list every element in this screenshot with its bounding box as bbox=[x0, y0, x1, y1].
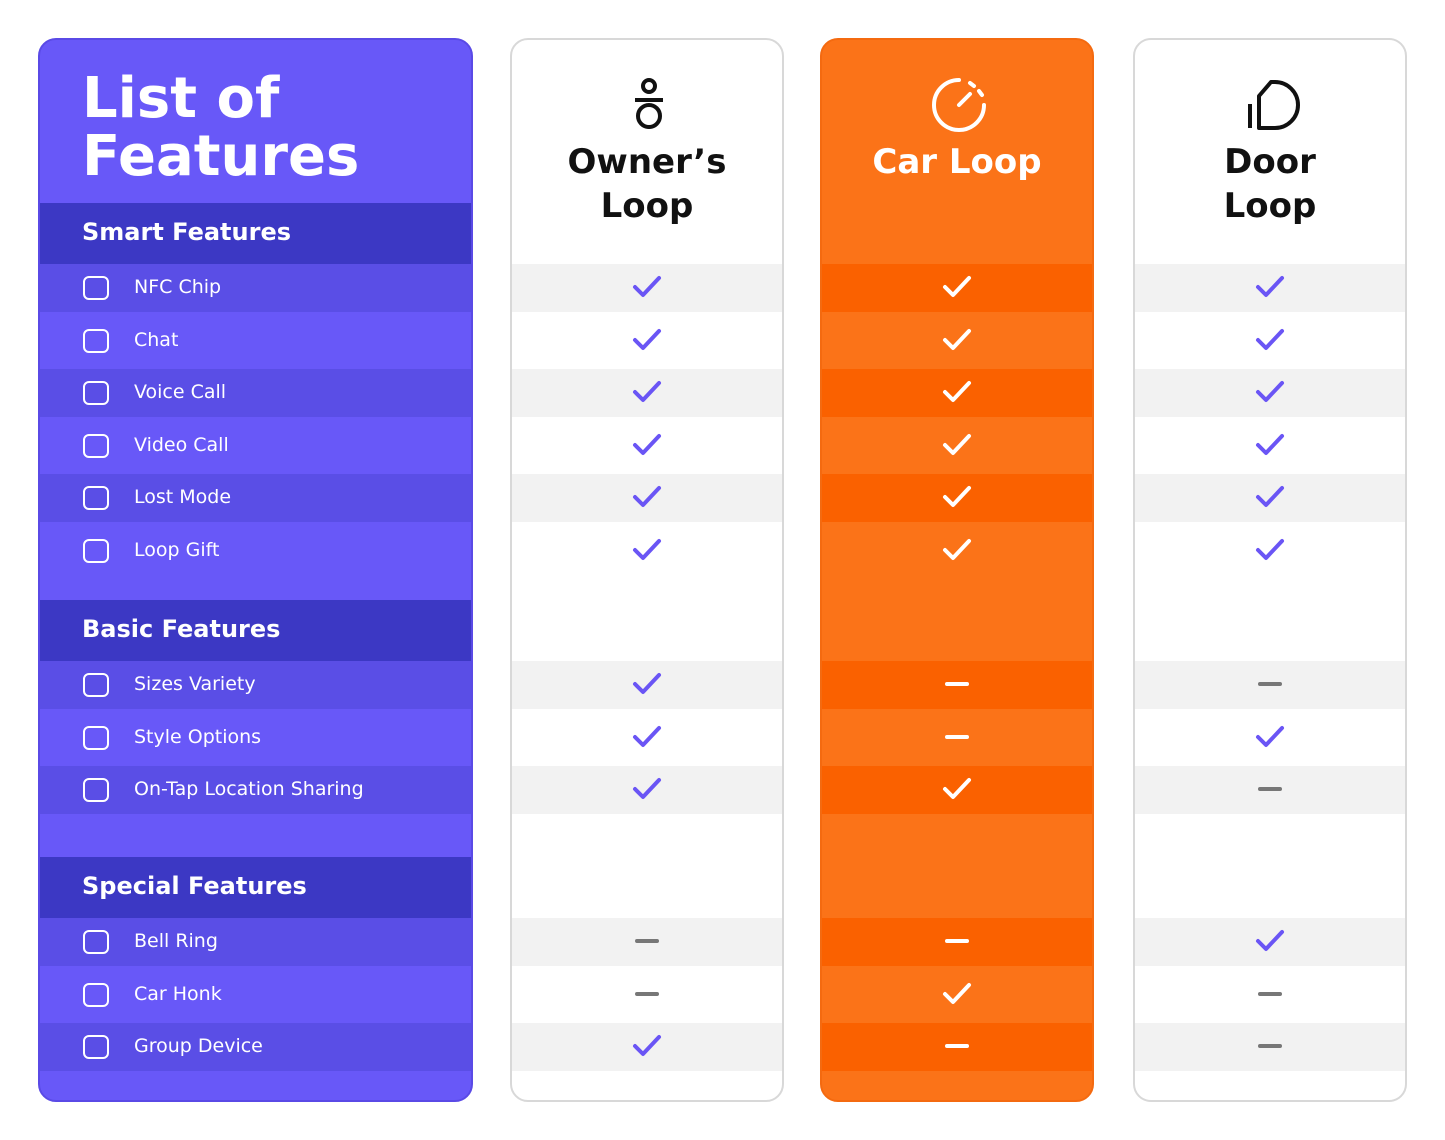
check-mark bbox=[1256, 328, 1284, 350]
row-stripe bbox=[1135, 264, 1405, 312]
section-title: Smart Features bbox=[82, 218, 292, 246]
feature-icon bbox=[83, 328, 109, 353]
section-header bbox=[40, 600, 471, 661]
check-mark bbox=[1256, 486, 1284, 508]
feature-name: Loop Gift bbox=[134, 539, 220, 561]
check-mark bbox=[633, 433, 661, 455]
section-title: Special Features bbox=[82, 872, 307, 900]
row-stripe bbox=[40, 1023, 471, 1071]
feature-name: NFC Chip bbox=[134, 276, 222, 298]
check-mark bbox=[943, 982, 971, 1004]
feature-icon bbox=[83, 486, 109, 511]
feature-name: Voice Call bbox=[134, 381, 227, 404]
row-stripe bbox=[40, 766, 471, 814]
feature-name: Bell Ring bbox=[134, 930, 218, 952]
feature-name: Video Call bbox=[134, 433, 229, 456]
dash-mark bbox=[635, 991, 659, 996]
row-stripe bbox=[512, 369, 782, 417]
feature-icon bbox=[83, 539, 109, 563]
check-mark bbox=[633, 276, 661, 297]
feature-name: Chat bbox=[134, 328, 179, 351]
title: List of Features bbox=[82, 66, 360, 189]
feature-name: Sizes Variety bbox=[134, 673, 256, 695]
check-mark bbox=[633, 673, 661, 694]
check-mark bbox=[943, 328, 971, 350]
feature-panel: List of Features Smart Features NFC Chip C… bbox=[38, 38, 473, 1102]
check-mark bbox=[1256, 930, 1284, 951]
check-mark bbox=[633, 381, 661, 403]
check-mark bbox=[943, 486, 971, 508]
dash-mark bbox=[945, 939, 969, 943]
row-stripe bbox=[822, 766, 1092, 814]
row-stripe bbox=[512, 661, 782, 709]
plan-icon bbox=[635, 78, 663, 129]
section-title: Basic Features bbox=[82, 615, 281, 643]
feature-icon bbox=[83, 673, 109, 697]
check-mark bbox=[943, 381, 971, 403]
section-header bbox=[40, 203, 471, 264]
dash-mark bbox=[945, 734, 969, 739]
plan-name: Car Loop bbox=[872, 142, 1042, 182]
row-stripe bbox=[40, 264, 471, 312]
feature-icon bbox=[83, 778, 109, 803]
check-mark bbox=[633, 486, 661, 508]
row-stripe bbox=[1135, 474, 1405, 522]
row-stripe bbox=[40, 369, 471, 417]
plan-name: Door Loop bbox=[1223, 142, 1317, 226]
dash-mark bbox=[1258, 682, 1282, 686]
dash-mark bbox=[1258, 1044, 1282, 1049]
feature-icon bbox=[83, 433, 109, 458]
feature-icon bbox=[83, 725, 109, 750]
row-stripe bbox=[40, 661, 471, 709]
row-stripe bbox=[1135, 369, 1405, 417]
check-mark bbox=[1256, 433, 1284, 455]
feature-name: Style Options bbox=[134, 725, 262, 748]
feature-icon bbox=[83, 276, 109, 300]
feature-name: On-Tap Location Sharing bbox=[134, 778, 364, 801]
row-stripe bbox=[822, 369, 1092, 417]
plan-icon bbox=[932, 78, 986, 132]
dash-mark bbox=[1258, 787, 1282, 792]
row-stripe bbox=[40, 918, 471, 966]
check-mark bbox=[1256, 725, 1284, 747]
row-stripe bbox=[822, 474, 1092, 522]
plan-column: Door Loop bbox=[1133, 38, 1407, 1102]
check-mark bbox=[633, 539, 661, 560]
check-mark bbox=[633, 778, 661, 800]
feature-icon bbox=[83, 1035, 109, 1060]
check-mark bbox=[943, 539, 971, 560]
row-stripe bbox=[512, 1023, 782, 1071]
dash-mark bbox=[945, 682, 969, 686]
check-mark bbox=[943, 778, 971, 800]
row-stripe bbox=[822, 264, 1092, 312]
row-stripe bbox=[512, 766, 782, 814]
row-stripe bbox=[1135, 918, 1405, 966]
check-mark bbox=[1256, 276, 1284, 297]
plan-column: Car Loop bbox=[820, 38, 1094, 1102]
feature-name: Group Device bbox=[134, 1035, 263, 1058]
dash-mark bbox=[945, 1044, 969, 1049]
row-stripe bbox=[512, 264, 782, 312]
check-mark bbox=[943, 433, 971, 455]
row-stripe bbox=[512, 474, 782, 522]
dash-mark bbox=[1258, 991, 1282, 996]
check-mark bbox=[1256, 539, 1284, 560]
feature-icon bbox=[83, 381, 109, 406]
check-mark bbox=[633, 1035, 661, 1057]
check-mark bbox=[633, 725, 661, 747]
section-header bbox=[40, 857, 471, 918]
plan-column: Owner’s Loop bbox=[510, 38, 784, 1102]
plan-icon bbox=[1248, 80, 1300, 130]
check-mark bbox=[1256, 381, 1284, 403]
feature-name: Lost Mode bbox=[134, 486, 232, 509]
check-mark bbox=[633, 328, 661, 350]
dash-mark bbox=[635, 939, 659, 943]
feature-name: Car Honk bbox=[134, 982, 222, 1005]
plan-name: Owner’s Loop bbox=[567, 142, 727, 226]
check-mark bbox=[943, 276, 971, 297]
row-stripe bbox=[40, 474, 471, 522]
feature-icon bbox=[83, 982, 109, 1007]
feature-icon bbox=[83, 930, 109, 954]
